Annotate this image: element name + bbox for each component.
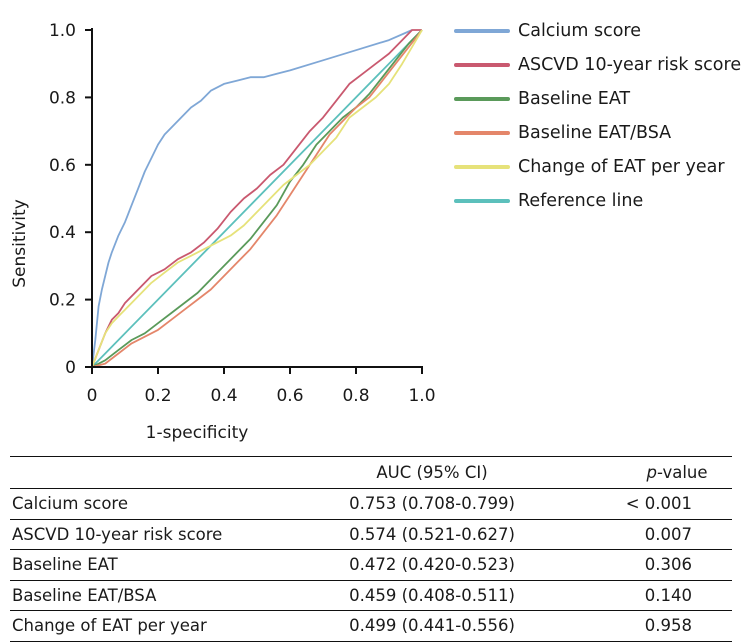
- table-row: Calcium score 0.753 (0.708-0.799) < 0.00…: [10, 488, 732, 519]
- table-row: Baseline EAT/BSA 0.459 (0.408-0.511) 0.1…: [10, 579, 732, 611]
- row-auc: 0.459 (0.408-0.511): [312, 579, 552, 611]
- chart-legend: Calcium score ASCVD 10-year risk score Bas…: [454, 14, 741, 218]
- y-tick-label: 1.0: [49, 21, 76, 41]
- legend-swatch: [454, 97, 510, 101]
- legend-item: Baseline EAT: [454, 82, 741, 116]
- y-tick-label: 0.4: [49, 223, 76, 243]
- series-line-1: [91, 29, 422, 368]
- y-tick-label: 0: [65, 358, 76, 378]
- series-line-5: [91, 29, 423, 368]
- row-name: Change of EAT per year: [10, 610, 312, 642]
- legend-swatch: [454, 199, 510, 203]
- x-tick-label: 0.4: [210, 386, 237, 406]
- header-p-value: p-value: [552, 456, 732, 489]
- x-axis-title: 1-specificity: [146, 423, 249, 443]
- header-p-italic: p: [646, 463, 657, 482]
- row-p-value: 0.007: [552, 518, 732, 550]
- x-tick-label: 0.8: [342, 386, 369, 406]
- series-line-3: [91, 29, 423, 368]
- legend-item: Change of EAT per year: [454, 150, 741, 184]
- series-line-0: [91, 29, 413, 368]
- legend-label: ASCVD 10-year risk score: [518, 55, 742, 75]
- table-header-row: AUC (95% CI) p-value: [10, 456, 732, 489]
- legend-label: Baseline EAT/BSA: [518, 123, 672, 143]
- row-p-value: 0.958: [552, 610, 732, 642]
- row-name: Baseline EAT/BSA: [10, 579, 312, 611]
- legend-swatch: [454, 165, 510, 169]
- header-p-suffix: -value: [656, 463, 708, 482]
- series-line-4: [91, 29, 423, 368]
- x-tick-label: 0.6: [276, 386, 303, 406]
- legend-label: Change of EAT per year: [518, 157, 725, 177]
- table-row: Baseline EAT 0.472 (0.420-0.523) 0.306: [10, 549, 732, 580]
- legend-label: Reference line: [518, 191, 644, 211]
- roc-chart: 0 0.2 0.4 0.6 0.8 1.0 0 0.2 0.4 0.6 0.8 1.0 1-specif…: [10, 21, 436, 443]
- header-auc: AUC (95% CI): [312, 456, 552, 489]
- legend-item: Baseline EAT/BSA: [454, 116, 741, 150]
- legend-item: Calcium score: [454, 14, 741, 48]
- legend-label: Baseline EAT: [518, 89, 631, 109]
- auc-table: AUC (95% CI) p-value Calcium score 0.753…: [10, 456, 732, 642]
- legend-item: ASCVD 10-year risk score: [454, 48, 741, 82]
- row-auc: 0.574 (0.521-0.627): [312, 518, 552, 550]
- legend-label: Calcium score: [518, 21, 642, 41]
- y-tick-label: 0.8: [49, 88, 76, 108]
- series-line-2: [91, 29, 423, 368]
- row-auc: 0.753 (0.708-0.799): [312, 488, 552, 519]
- row-p-value: < 0.001: [552, 488, 732, 519]
- row-auc: 0.472 (0.420-0.523): [312, 549, 552, 580]
- header-name: [10, 456, 312, 489]
- table-row: Change of EAT per year 0.499 (0.441-0.55…: [10, 610, 732, 642]
- y-axis-title: Sensitivity: [10, 199, 30, 288]
- row-name: Baseline EAT: [10, 549, 312, 580]
- legend-item: Reference line: [454, 184, 741, 218]
- row-auc: 0.499 (0.441-0.556): [312, 610, 552, 642]
- row-p-value: 0.306: [552, 549, 732, 580]
- x-tick-label: 0.2: [144, 386, 171, 406]
- legend-swatch: [454, 29, 510, 33]
- x-tick-label: 0: [87, 386, 98, 406]
- row-name: ASCVD 10-year risk score: [10, 518, 312, 550]
- chart-axes: 0 0.2 0.4 0.6 0.8 1.0 0 0.2 0.4 0.6 0.8 1.0 1-specif…: [10, 21, 436, 443]
- y-tick-label: 0.6: [49, 156, 76, 176]
- row-p-value: 0.140: [552, 579, 732, 611]
- table-row: ASCVD 10-year risk score 0.574 (0.521-0.…: [10, 518, 732, 550]
- legend-swatch: [454, 63, 510, 67]
- y-tick-label: 0.2: [49, 291, 76, 311]
- legend-swatch: [454, 131, 510, 135]
- chart-series-group: [91, 29, 423, 368]
- x-tick-label: 1.0: [408, 386, 435, 406]
- row-name: Calcium score: [10, 488, 312, 519]
